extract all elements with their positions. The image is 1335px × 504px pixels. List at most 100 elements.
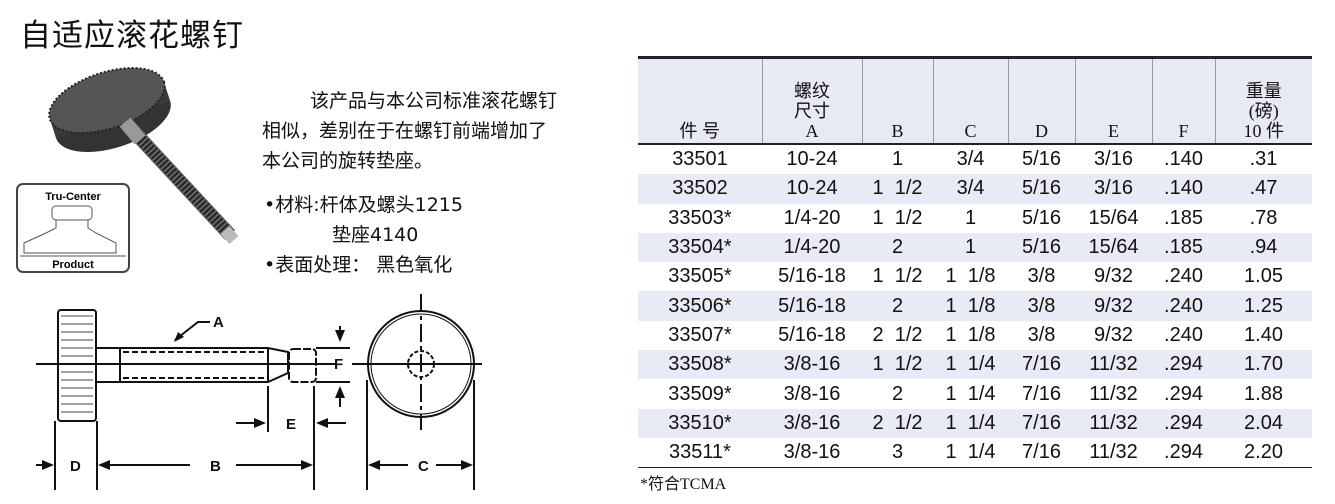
table-cell: 9/32 (1094, 323, 1133, 346)
table-cell: 5/16-18 (778, 294, 846, 317)
table-cell: 7/16 (1022, 441, 1061, 464)
table-row: 33503* 1/4-20 1 1/2 1 5/16 15/64 .185 .78 (638, 204, 1312, 233)
table-cell: 15/64 (1088, 236, 1139, 259)
label-b: B (210, 458, 221, 475)
knurled-screw-photo (48, 67, 239, 245)
table-cell: 3/8-16 (783, 411, 841, 434)
table-cell: 1.70 (1244, 353, 1283, 376)
table-row: 33510* 3/8-16 2 1/2 1 1/4 7/16 11/32 .294 2.04 (638, 408, 1312, 438)
table-cell: 10-24 (786, 148, 838, 171)
table-cell: .294 (1164, 382, 1203, 405)
table-cell: 5/16 (1022, 206, 1061, 229)
table-cell: 33505* (668, 265, 732, 288)
table-cell: .140 (1164, 148, 1203, 171)
table-cell: .294 (1164, 441, 1203, 464)
table-cell: 3 (891, 441, 904, 464)
table-row: 33508* 3/8-16 1 1/2 1 1/4 7/16 11/32 .294 1.70 (638, 350, 1312, 380)
table-cell: .47 (1249, 177, 1278, 200)
table-cell: 5/16-18 (778, 265, 846, 288)
header-f: F (1151, 57, 1215, 144)
dimension-drawing: A B C D E F (36, 294, 482, 490)
table-cell: 1/4-20 (783, 236, 841, 259)
description-line: 本公司的旋转垫座。 (262, 150, 434, 172)
table-cell: .185 (1164, 236, 1203, 259)
table-cell: 5/16 (1022, 148, 1061, 171)
table-cell: 7/16 (1022, 411, 1061, 434)
surface-finish: •表面处理： 黑色氧化 (264, 254, 453, 276)
label-e: E (286, 416, 296, 433)
table-cell: 3/8-16 (783, 382, 841, 405)
table-cell: 1 1/8 (945, 294, 996, 317)
tru-center-logo: Tru-Center Product (16, 183, 130, 273)
table-cell: 11/32 (1089, 353, 1138, 376)
footnote: *符合TCMA (640, 476, 727, 493)
header-e: E (1074, 57, 1152, 144)
table-cell: 33503* (668, 206, 732, 229)
header-weight: 重量 (磅) 10 件 (1214, 57, 1312, 144)
table-cell: 3/8-16 (783, 353, 841, 376)
table-cell: .140 (1164, 177, 1203, 200)
label-a: A (213, 314, 224, 331)
table-cell: 3/4 (956, 177, 985, 200)
table-cell: 2 (891, 236, 904, 259)
table-header-row: 件 号 螺纹 尺寸 A B C D E F 重量 (磅) 10 件 (638, 57, 1312, 144)
table-cell: 33502 (672, 177, 728, 200)
page-title: 自适应滚花螺钉 (20, 18, 244, 54)
table-cell: .240 (1164, 265, 1203, 288)
table-cell: 2 1/2 (872, 411, 923, 434)
table-cell: 3/8-16 (783, 441, 841, 464)
table-cell: 33507* (668, 323, 732, 346)
label-c: C (418, 458, 429, 475)
table-cell: .185 (1164, 206, 1203, 229)
table-cell: .240 (1164, 294, 1203, 317)
table-cell: 2.04 (1244, 411, 1283, 434)
header-thread-a: 螺纹 尺寸 A (761, 57, 862, 144)
table-cell: 1 1/2 (872, 265, 923, 288)
table-cell: .240 (1164, 323, 1203, 346)
table-cell: 2 1/2 (872, 323, 923, 346)
table-cell: 3/8 (1027, 294, 1056, 317)
table-cell: 1 (964, 206, 977, 229)
table-cell: 2 (891, 294, 904, 317)
header-c: C (932, 57, 1008, 144)
table-cell: 3/16 (1094, 148, 1133, 171)
table-cell: 11/32 (1089, 382, 1138, 405)
table-cell: 5/16 (1022, 177, 1061, 200)
table-cell: 15/64 (1088, 206, 1139, 229)
table-cell: .31 (1249, 148, 1278, 171)
table-cell: 33509* (668, 382, 732, 405)
header-part-number: 件 号 (679, 121, 721, 141)
table-cell: 1.88 (1244, 382, 1283, 405)
table-cell: 11/32 (1089, 441, 1138, 464)
label-f: F (334, 356, 343, 373)
table-cell: 1 1/4 (945, 441, 996, 464)
table-cell: 9/32 (1094, 265, 1133, 288)
table-cell: 1 1/8 (945, 323, 996, 346)
table-cell: .78 (1249, 206, 1278, 229)
material-label: •材料: (264, 194, 320, 216)
table-cell: 1 (964, 236, 977, 259)
table-cell: .94 (1249, 236, 1278, 259)
table-row: 33511* 3/8-16 3 1 1/4 7/16 11/32 .294 2.20 (638, 438, 1312, 468)
table-row: 33504* 1/4-20 2 1 5/16 15/64 .185 .94 (638, 232, 1312, 263)
table-cell: 33506* (668, 294, 732, 317)
table-cell: 33508* (668, 353, 732, 376)
logo-bottom-text: Product (52, 259, 94, 271)
specifications: •材料:杆体及螺头1215 垫座4140 •表面处理： 黑色氧化 (264, 190, 463, 280)
material-body: 杆体及螺头1215 (319, 194, 463, 216)
label-d: D (70, 458, 81, 475)
table-cell: 5/16 (1022, 236, 1061, 259)
table-cell: 3/8 (1027, 265, 1056, 288)
table-cell: 1.40 (1244, 323, 1283, 346)
table-cell: 1 1/4 (945, 382, 996, 405)
material-pad: 垫座4140 (332, 224, 419, 246)
table-cell: 1 (891, 148, 904, 171)
table-cell: 1 1/8 (945, 265, 996, 288)
header-b: B (861, 57, 933, 144)
table-cell: 2 (891, 382, 904, 405)
table-cell: 1.05 (1244, 265, 1283, 288)
table-row: 33506* 5/16-18 2 1 1/8 3/8 9/32 .240 1.25 (638, 291, 1312, 321)
table-row: 33501 10-24 1 3/4 5/16 3/16 .140 .31 (638, 144, 1312, 174)
table-cell: 2.20 (1244, 441, 1283, 464)
table-cell: 1.25 (1244, 294, 1283, 317)
